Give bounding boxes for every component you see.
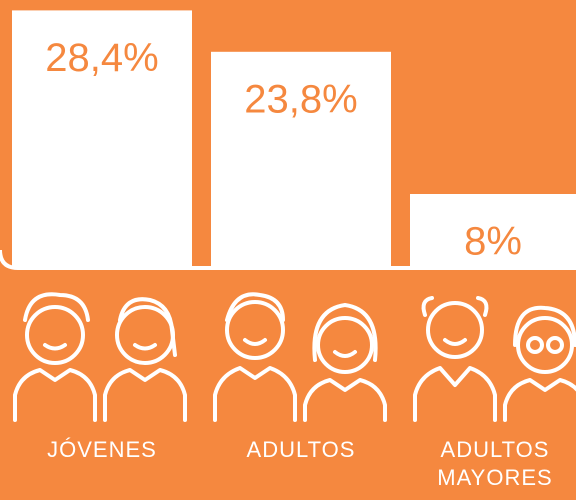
chart: 28,4% 23,8% 8% xyxy=(0,0,576,500)
category-label: JÓVENES xyxy=(17,436,187,464)
infographic: 28,4% 23,8% 8% JÓVENES ADULTOS ADULTOS MAYOR… xyxy=(0,0,576,500)
icon-adults xyxy=(215,294,385,420)
value-label: 28,4% xyxy=(45,36,158,80)
category-label: ADULTOS MAYORES xyxy=(420,436,570,492)
value-label: 8% xyxy=(464,220,522,264)
icon-young xyxy=(15,294,185,420)
category-label: ADULTOS xyxy=(216,436,386,464)
value-label: 23,8% xyxy=(244,77,357,121)
icon-elders xyxy=(415,298,576,420)
